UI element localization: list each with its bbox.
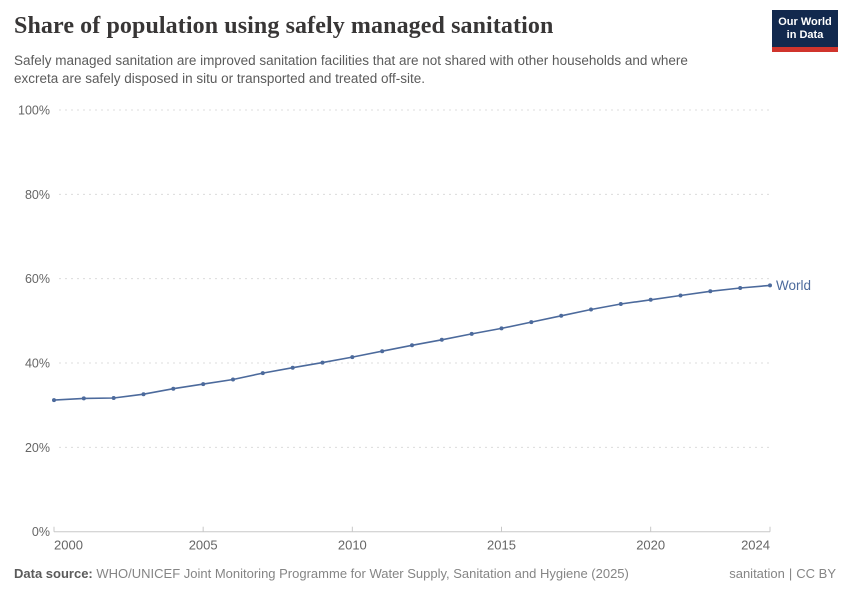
y-axis-label-20: 20% xyxy=(25,441,50,455)
data-source-label: Data source: xyxy=(14,566,93,581)
data-point-world-2023[interactable] xyxy=(738,286,743,290)
topic-link[interactable]: sanitation xyxy=(729,566,785,581)
data-point-world-2018[interactable] xyxy=(589,307,593,312)
x-axis-label-2024: 2024 xyxy=(741,538,770,553)
data-point-world-2000[interactable] xyxy=(52,398,56,403)
data-point-world-2002[interactable] xyxy=(111,396,116,400)
data-point-world-2011[interactable] xyxy=(380,349,385,354)
owid-logo-text-line2: in Data xyxy=(786,28,824,41)
data-point-world-2020[interactable] xyxy=(648,297,653,302)
chart-footer: Data source: WHO/UNICEF Joint Monitoring… xyxy=(0,566,850,581)
series-line-world[interactable] xyxy=(53,284,771,401)
owid-logo-box: Our World in Data xyxy=(772,10,838,47)
x-axis-label-2010: 2010 xyxy=(338,538,367,553)
data-point-world-2017[interactable] xyxy=(559,313,564,318)
data-point-world-2001[interactable] xyxy=(81,396,86,401)
data-point-world-2007[interactable] xyxy=(260,371,265,376)
y-axis-label-80: 80% xyxy=(25,188,50,202)
data-point-world-2019[interactable] xyxy=(618,302,623,306)
line-chart[interactable]: 0% 20% 40% 60% 80% 100% 2000 2005 2010 2015 2020 20… xyxy=(0,95,850,555)
data-point-world-2022[interactable] xyxy=(708,289,713,294)
x-axis-label-2000: 2000 xyxy=(54,538,83,553)
data-point-world-2008[interactable] xyxy=(290,365,295,370)
owid-logo[interactable]: Our World in Data xyxy=(772,10,838,52)
data-point-world-2024[interactable] xyxy=(768,283,772,288)
data-point-world-2006[interactable] xyxy=(231,377,235,382)
data-point-world-2009[interactable] xyxy=(320,360,325,365)
chart-subtitle: Safely managed sanitation are improved s… xyxy=(14,53,688,86)
data-point-world-2014[interactable] xyxy=(469,331,474,336)
data-point-world-2021[interactable] xyxy=(678,293,683,298)
x-axis-label-2015: 2015 xyxy=(487,538,516,553)
data-point-world-2012[interactable] xyxy=(410,343,414,348)
data-point-world-2003[interactable] xyxy=(141,392,146,397)
footer-divider: | xyxy=(788,566,793,581)
y-axis-label-40: 40% xyxy=(25,357,50,371)
data-point-world-2016[interactable] xyxy=(529,320,534,325)
y-axis-label-100: 100% xyxy=(18,104,50,118)
owid-logo-stripe xyxy=(772,47,838,52)
page-title: Share of population using safely managed… xyxy=(14,13,554,39)
data-point-world-2015[interactable] xyxy=(499,326,504,331)
y-axis-label-0: 0% xyxy=(32,525,50,539)
data-point-world-2013[interactable] xyxy=(439,337,444,342)
x-axis-label-2005: 2005 xyxy=(189,538,218,553)
data-point-world-2005[interactable] xyxy=(201,382,206,387)
data-source: Data source: WHO/UNICEF Joint Monitoring… xyxy=(14,566,629,581)
data-source-text: WHO/UNICEF Joint Monitoring Programme fo… xyxy=(96,566,629,581)
owid-logo-text-line1: Our World xyxy=(778,15,832,28)
data-point-world-2004[interactable] xyxy=(171,386,176,391)
y-axis-label-60: 60% xyxy=(25,272,50,286)
series-end-label-world[interactable]: World xyxy=(776,278,811,293)
footer-links: sanitation | CC BY xyxy=(729,566,836,581)
x-axis-label-2020: 2020 xyxy=(636,538,665,553)
license-link[interactable]: CC BY xyxy=(796,566,836,581)
data-point-world-2010[interactable] xyxy=(350,355,355,360)
